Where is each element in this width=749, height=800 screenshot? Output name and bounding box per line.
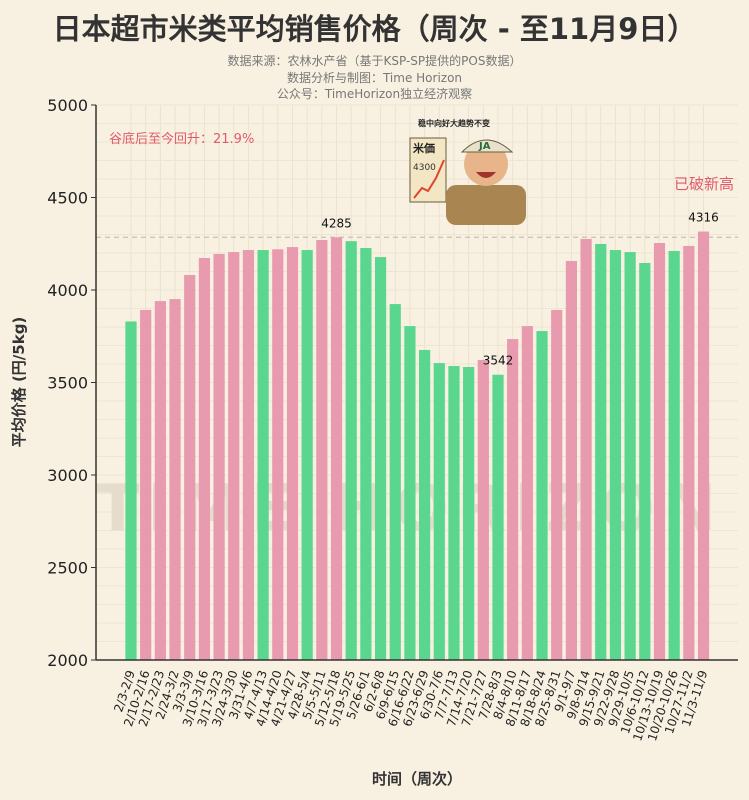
farmer-mouth-icon	[476, 172, 496, 178]
bar	[272, 249, 284, 661]
bar	[521, 326, 533, 660]
bar	[330, 237, 343, 660]
bar	[595, 243, 607, 660]
y-tick-label: 3000	[47, 466, 88, 485]
cap-text: JA	[478, 141, 491, 152]
bar	[154, 301, 166, 660]
sign-value: 4300	[413, 163, 436, 173]
y-tick-label: 2500	[47, 559, 88, 578]
bar	[213, 253, 225, 661]
bar	[463, 366, 475, 660]
rebound-annotation: 谷底后至今回升：21.9%	[109, 131, 254, 147]
bar	[477, 359, 489, 660]
subtitle-account: 公众号：TimeHorizon独立经济观察	[276, 87, 473, 101]
bar	[565, 260, 577, 660]
bar	[551, 309, 563, 660]
bar	[609, 250, 622, 661]
y-tick-label: 5000	[47, 96, 88, 115]
sign-title: 米価	[412, 141, 435, 155]
subtitle-source: 数据来源：农林水产省（基于KSP-SP提供的POS数据）	[227, 54, 522, 68]
bar	[345, 241, 357, 660]
y-tick-label: 3500	[47, 374, 88, 393]
y-axis-label: 平均价格 (円/5kg)	[10, 317, 28, 448]
bar	[360, 248, 372, 660]
data-label: 4316	[688, 211, 719, 225]
bar	[242, 250, 255, 661]
farmer-face-icon	[464, 142, 508, 186]
bar	[697, 231, 710, 661]
data-label: 3542	[483, 354, 514, 368]
bar	[404, 326, 416, 660]
bar	[653, 243, 666, 660]
bar	[316, 240, 328, 661]
bar	[125, 321, 137, 660]
farmer-body-icon	[446, 185, 526, 225]
x-axis-label: 时间（周次）	[372, 770, 462, 788]
bar	[507, 339, 519, 660]
subtitle-analysis: 数据分析与制图：Time Horizon	[286, 71, 463, 85]
y-tick-label: 4500	[47, 189, 88, 208]
data-label: 4285	[321, 216, 352, 230]
bar	[580, 238, 592, 660]
farmer-cap-icon	[460, 139, 514, 153]
bar	[639, 262, 651, 660]
bar	[184, 275, 196, 660]
bar	[448, 366, 460, 660]
y-tick-label: 2000	[47, 651, 88, 670]
bar	[683, 245, 695, 660]
rising-arrow-icon	[413, 159, 445, 199]
bar	[536, 331, 548, 660]
chart-title: 日本超市米类平均销售价格（周次 - 至11月9日）	[52, 12, 697, 46]
bar	[286, 247, 299, 660]
bar	[419, 349, 431, 660]
bar	[668, 250, 680, 660]
illustration-caption: 稳中向好大趋势不变	[418, 118, 490, 128]
bar	[492, 374, 504, 660]
bar	[301, 250, 313, 661]
bar	[169, 299, 181, 660]
bar	[389, 304, 401, 660]
bar	[624, 252, 636, 660]
bar	[228, 252, 240, 660]
bar	[374, 257, 387, 660]
y-tick-label: 4000	[47, 281, 88, 300]
new-high-annotation: 已破新高	[674, 175, 734, 193]
bar	[198, 257, 210, 660]
bar	[433, 363, 445, 660]
bar	[140, 309, 152, 660]
bar	[257, 250, 269, 661]
